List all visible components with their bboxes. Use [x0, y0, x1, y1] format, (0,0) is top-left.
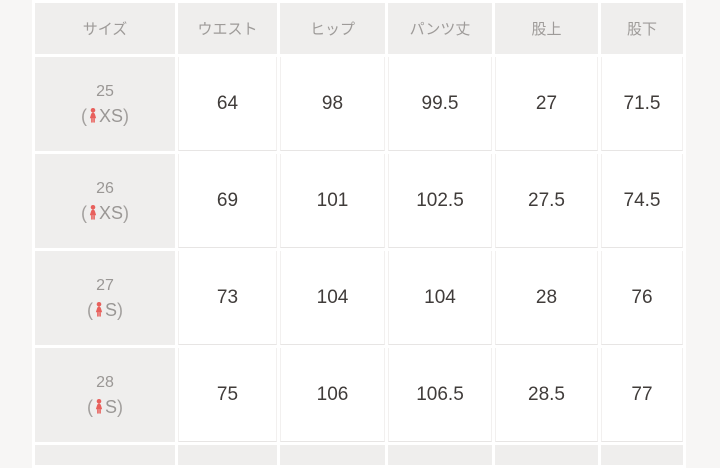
partial-cell — [280, 445, 385, 465]
length-value: 106.5 — [388, 348, 492, 442]
female-figure-icon — [94, 398, 104, 415]
waist-value: 64 — [178, 57, 277, 151]
size-number: 27 — [96, 276, 114, 294]
fit-size-text: XS — [98, 105, 123, 126]
length-value: 104 — [388, 251, 492, 345]
rise-value: 28 — [495, 251, 598, 345]
size-cell: 26 ( XS) — [35, 154, 175, 248]
column-header-hip: ヒップ — [280, 3, 385, 54]
rise-value: 28.5 — [495, 348, 598, 442]
fit-size-text: S — [104, 299, 117, 320]
partial-cell — [601, 445, 683, 465]
waist-value: 75 — [178, 348, 277, 442]
paren-open: ( — [80, 202, 87, 223]
paren-open: ( — [86, 396, 93, 417]
partial-cell — [178, 445, 277, 465]
size-chart-header: サイズ ウエスト ヒップ パンツ丈 股上 股下 — [35, 3, 683, 54]
table-row: 28 ( S) 75 106 106.5 28.5 77 — [35, 348, 683, 442]
column-header-inseam: 股下 — [601, 3, 683, 54]
size-cell: 25 ( XS) — [35, 57, 175, 151]
paren-close: ) — [123, 202, 129, 223]
paren-open: ( — [80, 105, 87, 126]
column-header-waist: ウエスト — [178, 3, 277, 54]
female-figure-icon — [88, 204, 98, 221]
fit-size-text: XS — [98, 202, 123, 223]
table-row: 26 ( XS) 69 101 102.5 27.5 74.5 — [35, 154, 683, 248]
header-row: サイズ ウエスト ヒップ パンツ丈 股上 股下 — [35, 3, 683, 54]
size-cell: 27 ( S) — [35, 251, 175, 345]
paren-close: ) — [117, 299, 123, 320]
female-figure-icon — [88, 107, 98, 124]
size-number: 28 — [96, 373, 114, 391]
paren-close: ) — [117, 396, 123, 417]
size-fit-label: ( S) — [87, 398, 123, 416]
inseam-value: 77 — [601, 348, 683, 442]
waist-value: 69 — [178, 154, 277, 248]
female-figure-icon — [94, 301, 104, 318]
size-number: 26 — [96, 179, 114, 197]
hip-value: 98 — [280, 57, 385, 151]
partial-cell — [35, 445, 175, 465]
hip-value: 106 — [280, 348, 385, 442]
size-fit-label: ( S) — [87, 301, 123, 319]
column-header-length: パンツ丈 — [388, 3, 492, 54]
waist-value: 73 — [178, 251, 277, 345]
size-fit-label: ( XS) — [81, 107, 129, 125]
table-row: 25 ( XS) 64 98 99.5 27 71.5 — [35, 57, 683, 151]
size-number: 25 — [96, 82, 114, 100]
size-chart-table: サイズ ウエスト ヒップ パンツ丈 股上 股下 25 ( XS) 64 98 99… — [32, 0, 686, 468]
paren-close: ) — [123, 105, 129, 126]
size-fit-label: ( XS) — [81, 204, 129, 222]
partial-next-row — [35, 445, 683, 465]
partial-cell — [388, 445, 492, 465]
inseam-value: 71.5 — [601, 57, 683, 151]
paren-open: ( — [86, 299, 93, 320]
length-value: 99.5 — [388, 57, 492, 151]
length-value: 102.5 — [388, 154, 492, 248]
inseam-value: 74.5 — [601, 154, 683, 248]
rise-value: 27 — [495, 57, 598, 151]
column-header-rise: 股上 — [495, 3, 598, 54]
partial-cell — [495, 445, 598, 465]
inseam-value: 76 — [601, 251, 683, 345]
hip-value: 101 — [280, 154, 385, 248]
table-row: 27 ( S) 73 104 104 28 76 — [35, 251, 683, 345]
hip-value: 104 — [280, 251, 385, 345]
column-header-size: サイズ — [35, 3, 175, 54]
rise-value: 27.5 — [495, 154, 598, 248]
fit-size-text: S — [104, 396, 117, 417]
size-cell: 28 ( S) — [35, 348, 175, 442]
